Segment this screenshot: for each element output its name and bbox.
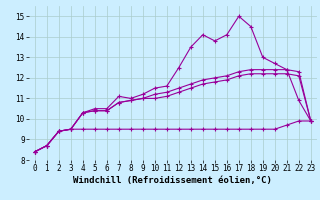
X-axis label: Windchill (Refroidissement éolien,°C): Windchill (Refroidissement éolien,°C) [73, 176, 272, 185]
